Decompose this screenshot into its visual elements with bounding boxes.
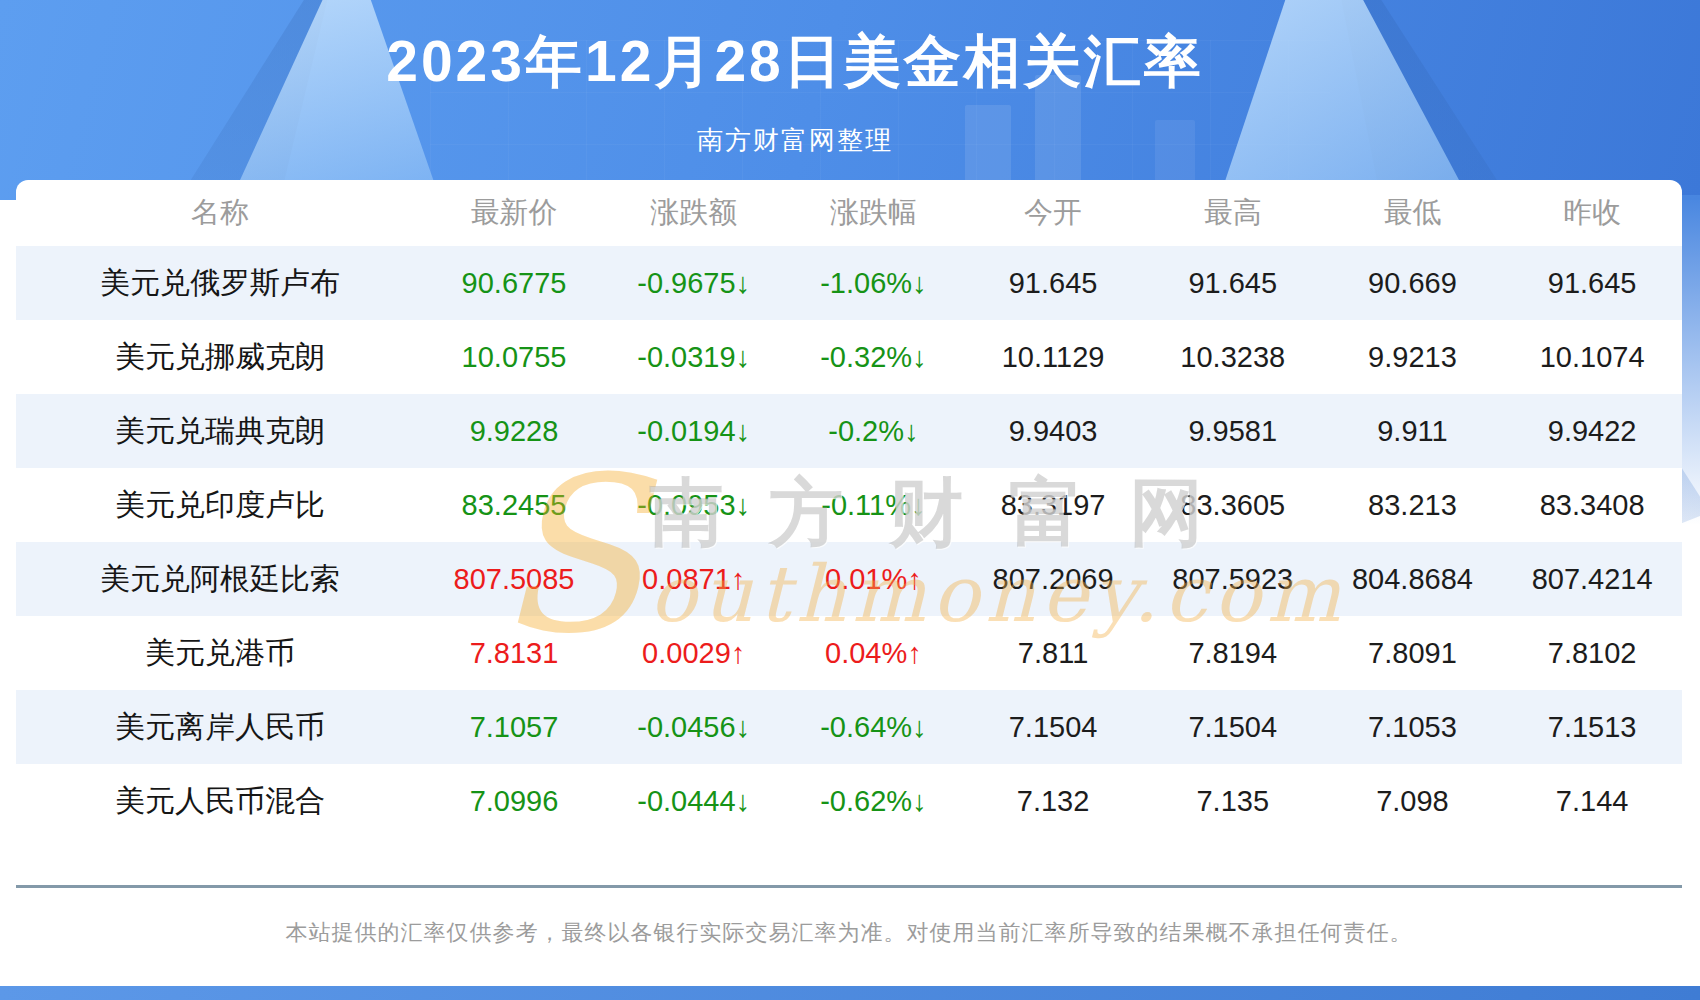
table-row: 美元兑阿根廷比索807.50850.0871↑0.01%↑807.2069807… xyxy=(16,542,1682,616)
low-price: 90.669 xyxy=(1323,246,1503,320)
change-percent: 0.01%↑ xyxy=(784,542,964,616)
pair-name: 美元兑俄罗斯卢布 xyxy=(16,246,424,320)
column-header-last-price: 最新价 xyxy=(424,180,604,246)
change-percent: -0.62%↓ xyxy=(784,764,964,838)
prev-close: 91.645 xyxy=(1502,246,1682,320)
prev-close: 7.144 xyxy=(1502,764,1682,838)
table-row: 美元兑印度卢比83.2455-0.0953↓-0.11%↓83.319783.3… xyxy=(16,468,1682,542)
change-amount: 0.0029↑ xyxy=(604,616,784,690)
pair-name: 美元兑港币 xyxy=(16,616,424,690)
low-price: 7.1053 xyxy=(1323,690,1503,764)
column-header-high-price: 最高 xyxy=(1143,180,1323,246)
change-percent: 0.04%↑ xyxy=(784,616,964,690)
pair-name: 美元人民币混合 xyxy=(16,764,424,838)
low-price: 7.8091 xyxy=(1323,616,1503,690)
open-price: 7.1504 xyxy=(963,690,1143,764)
change-percent: -0.2%↓ xyxy=(784,394,964,468)
last-price: 83.2455 xyxy=(424,468,604,542)
change-amount: -0.0319↓ xyxy=(604,320,784,394)
change-amount: -0.9675↓ xyxy=(604,246,784,320)
open-price: 7.811 xyxy=(963,616,1143,690)
prev-close: 10.1074 xyxy=(1502,320,1682,394)
page-subtitle: 南方财富网整理 xyxy=(0,123,1590,158)
open-price: 9.9403 xyxy=(963,394,1143,468)
header-row: 名称最新价涨跌额涨跌幅今开最高最低昨收 xyxy=(16,180,1682,246)
open-price: 807.2069 xyxy=(963,542,1143,616)
rates-table: 名称最新价涨跌额涨跌幅今开最高最低昨收 美元兑俄罗斯卢布90.6775-0.96… xyxy=(16,180,1682,838)
column-header-open-price: 今开 xyxy=(963,180,1143,246)
column-header-low-price: 最低 xyxy=(1323,180,1503,246)
change-amount: -0.0444↓ xyxy=(604,764,784,838)
table-row: 美元离岸人民币7.1057-0.0456↓-0.64%↓7.15047.1504… xyxy=(16,690,1682,764)
high-price: 7.1504 xyxy=(1143,690,1323,764)
change-percent: -0.64%↓ xyxy=(784,690,964,764)
page-title: 2023年12月28日美金相关汇率 xyxy=(0,24,1590,101)
right-edge-fade xyxy=(1680,195,1700,525)
page-header: 2023年12月28日美金相关汇率 南方财富网整理 xyxy=(0,0,1590,158)
pair-name: 美元兑印度卢比 xyxy=(16,468,424,542)
change-amount: 0.0871↑ xyxy=(604,542,784,616)
open-price: 83.3197 xyxy=(963,468,1143,542)
high-price: 91.645 xyxy=(1143,246,1323,320)
table-row: 美元兑瑞典克朗9.9228-0.0194↓-0.2%↓9.94039.95819… xyxy=(16,394,1682,468)
prev-close: 7.8102 xyxy=(1502,616,1682,690)
low-price: 9.911 xyxy=(1323,394,1503,468)
low-price: 9.9213 xyxy=(1323,320,1503,394)
high-price: 9.9581 xyxy=(1143,394,1323,468)
high-price: 7.135 xyxy=(1143,764,1323,838)
last-price: 7.8131 xyxy=(424,616,604,690)
last-price: 90.6775 xyxy=(424,246,604,320)
prev-close: 7.1513 xyxy=(1502,690,1682,764)
column-header-change-percent: 涨跌幅 xyxy=(784,180,964,246)
pair-name: 美元兑挪威克朗 xyxy=(16,320,424,394)
rates-card: 名称最新价涨跌额涨跌幅今开最高最低昨收 美元兑俄罗斯卢布90.6775-0.96… xyxy=(16,180,1682,986)
change-percent: -1.06%↓ xyxy=(784,246,964,320)
low-price: 7.098 xyxy=(1323,764,1503,838)
last-price: 807.5085 xyxy=(424,542,604,616)
change-percent: -0.32%↓ xyxy=(784,320,964,394)
open-price: 10.1129 xyxy=(963,320,1143,394)
table-row: 美元兑港币7.81310.0029↑0.04%↑7.8117.81947.809… xyxy=(16,616,1682,690)
prev-close: 83.3408 xyxy=(1502,468,1682,542)
table-body: 美元兑俄罗斯卢布90.6775-0.9675↓-1.06%↓91.64591.6… xyxy=(16,246,1682,838)
high-price: 7.8194 xyxy=(1143,616,1323,690)
table-header: 名称最新价涨跌额涨跌幅今开最高最低昨收 xyxy=(16,180,1682,246)
pair-name: 美元离岸人民币 xyxy=(16,690,424,764)
disclaimer-text: 本站提供的汇率仅供参考，最终以各银行实际交易汇率为准。对使用当前汇率所导致的结果… xyxy=(16,885,1682,986)
column-header-pair-name: 名称 xyxy=(16,180,424,246)
pair-name: 美元兑阿根廷比索 xyxy=(16,542,424,616)
column-header-prev-close: 昨收 xyxy=(1502,180,1682,246)
table-row: 美元兑挪威克朗10.0755-0.0319↓-0.32%↓10.112910.3… xyxy=(16,320,1682,394)
pair-name: 美元兑瑞典克朗 xyxy=(16,394,424,468)
prev-close: 807.4214 xyxy=(1502,542,1682,616)
prev-close: 9.9422 xyxy=(1502,394,1682,468)
low-price: 804.8684 xyxy=(1323,542,1503,616)
column-header-change-amount: 涨跌额 xyxy=(604,180,784,246)
high-price: 83.3605 xyxy=(1143,468,1323,542)
last-price: 10.0755 xyxy=(424,320,604,394)
table-row: 美元兑俄罗斯卢布90.6775-0.9675↓-1.06%↓91.64591.6… xyxy=(16,246,1682,320)
open-price: 7.132 xyxy=(963,764,1143,838)
change-percent: -0.11%↓ xyxy=(784,468,964,542)
table-row: 美元人民币混合7.0996-0.0444↓-0.62%↓7.1327.1357.… xyxy=(16,764,1682,838)
high-price: 10.3238 xyxy=(1143,320,1323,394)
change-amount: -0.0456↓ xyxy=(604,690,784,764)
last-price: 7.1057 xyxy=(424,690,604,764)
last-price: 7.0996 xyxy=(424,764,604,838)
high-price: 807.5923 xyxy=(1143,542,1323,616)
open-price: 91.645 xyxy=(963,246,1143,320)
last-price: 9.9228 xyxy=(424,394,604,468)
change-amount: -0.0194↓ xyxy=(604,394,784,468)
bottom-bar xyxy=(0,986,1700,1000)
low-price: 83.213 xyxy=(1323,468,1503,542)
change-amount: -0.0953↓ xyxy=(604,468,784,542)
